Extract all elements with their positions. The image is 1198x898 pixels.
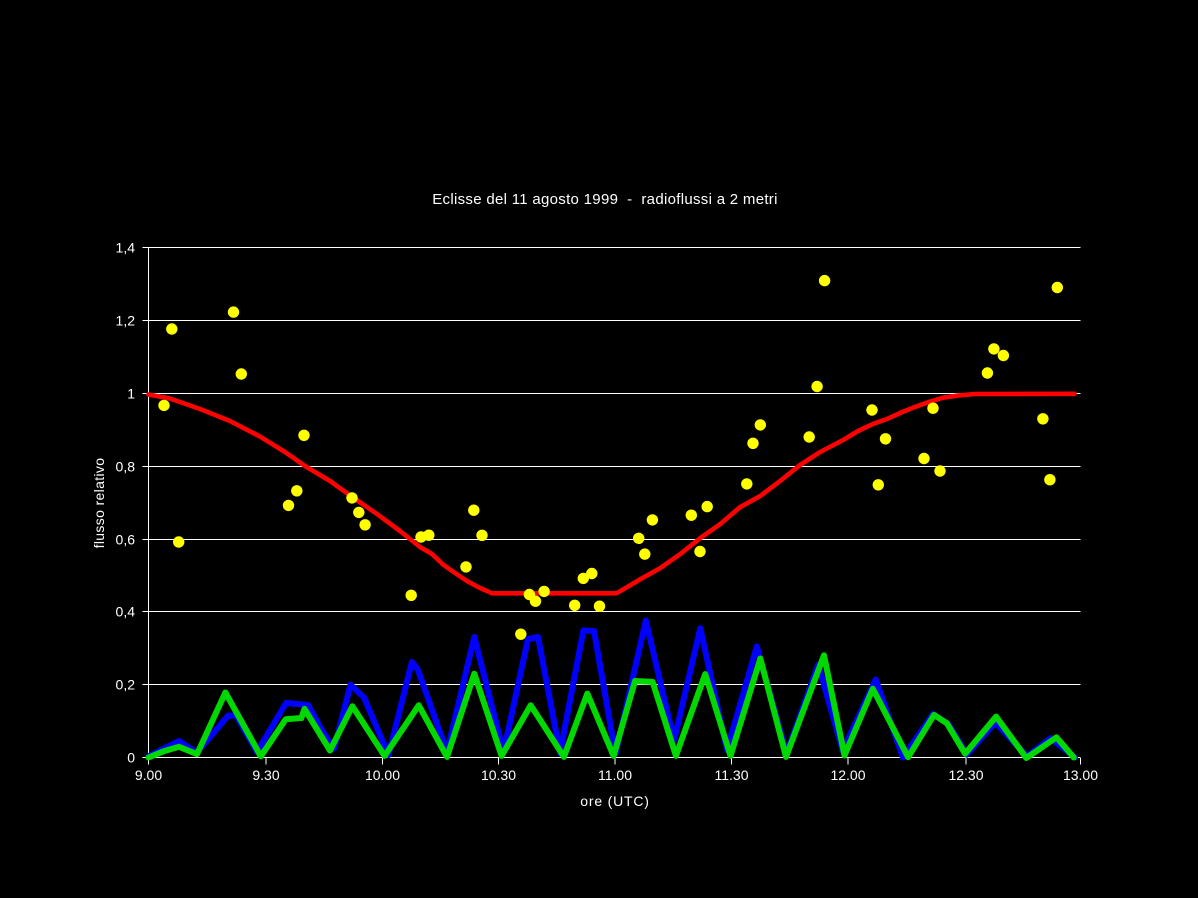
svg-text:9.30: 9.30 <box>252 767 279 783</box>
svg-text:12.00: 12.00 <box>830 767 865 783</box>
svg-text:10.30: 10.30 <box>481 767 516 783</box>
svg-text:1,4: 1,4 <box>116 240 136 256</box>
svg-text:11.00: 11.00 <box>598 767 632 783</box>
svg-text:0,6: 0,6 <box>116 532 136 548</box>
svg-text:flusso relativo: flusso relativo <box>91 458 107 549</box>
svg-text:0,4: 0,4 <box>116 604 136 620</box>
svg-text:13.00: 13.00 <box>1063 767 1098 783</box>
svg-text:10.00: 10.00 <box>365 767 400 783</box>
svg-text:11.30: 11.30 <box>715 767 749 783</box>
svg-text:1: 1 <box>127 386 135 402</box>
svg-text:0,2: 0,2 <box>116 677 136 693</box>
svg-text:0: 0 <box>127 750 135 766</box>
svg-text:ore (UTC): ore (UTC) <box>580 793 649 809</box>
svg-text:12.30: 12.30 <box>948 767 983 783</box>
svg-text:9.00: 9.00 <box>135 767 162 783</box>
svg-text:1,2: 1,2 <box>116 313 136 329</box>
svg-text:0,8: 0,8 <box>116 459 136 475</box>
svg-text:Eclisse del 11 agosto 1999 -: Eclisse del 11 agosto 1999 - radioflussi… <box>432 191 778 208</box>
